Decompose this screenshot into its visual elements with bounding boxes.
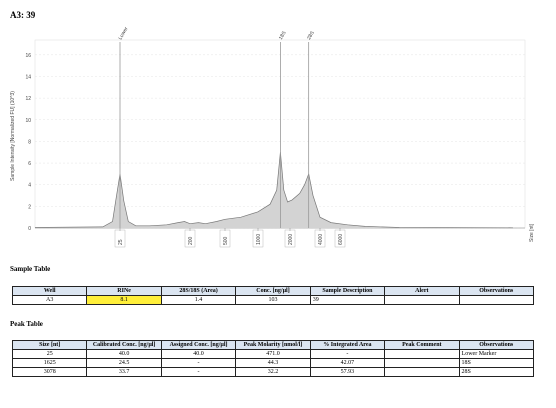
table-cell: 32.2	[235, 367, 311, 377]
table-row: 3078 33.7-32.2 57.93 28S	[11, 367, 535, 377]
column-header: Calibrated Conc. [ng/µl]	[86, 340, 162, 350]
tick-box	[252, 229, 264, 248]
y-tick-label: 6	[28, 161, 31, 167]
x-axis-label: Size [nt]	[529, 223, 535, 242]
table-cell: -	[160, 358, 237, 368]
table-cell: 24.5	[86, 358, 162, 368]
table-cell: 8.1	[86, 295, 162, 305]
table-cell: 1625	[11, 358, 88, 368]
trace-line	[34, 152, 514, 229]
empty-cell	[458, 295, 535, 305]
y-tick-label: 12	[25, 96, 31, 102]
empty-cell	[384, 358, 460, 368]
x-tick-label: 1000	[256, 234, 262, 245]
y-tick-label: 0	[28, 226, 31, 232]
column-header: Alert	[384, 286, 460, 296]
column-header: Peak Comment	[384, 340, 460, 350]
header-row: Well RINe 28S/18S (Area) Conc. [ng/µl] Sampl…	[11, 286, 535, 296]
section-title: Peak Table	[10, 320, 43, 328]
table-cell: 40.0	[160, 349, 237, 359]
column-header: RINe	[86, 286, 162, 296]
x-tick-label: 6000	[338, 234, 344, 245]
section-title: Sample Table	[10, 265, 51, 273]
table-cell: Lower Marker	[458, 349, 535, 359]
tick-box	[284, 229, 296, 248]
table-cell: 40.0	[86, 349, 162, 359]
table-cell: 57.93	[309, 367, 386, 377]
column-header: Observations	[458, 340, 535, 350]
column-header: Observations	[458, 286, 535, 296]
tick-box	[314, 229, 326, 248]
column-header: Size [nt]	[11, 340, 88, 350]
table-cell: 39	[309, 295, 386, 305]
x-tick-label: 200	[188, 236, 194, 245]
tick-box	[184, 229, 196, 248]
table-cell: 3078	[11, 367, 88, 377]
peak-label: 18S	[278, 30, 288, 41]
table-cell: 471.0	[235, 349, 311, 359]
tick-box	[334, 229, 346, 248]
empty-cell	[384, 349, 460, 359]
sample-table: Well RINe 28S/18S (Area) Conc. [ng/µl] Sampl…	[11, 286, 535, 305]
report-title: A3: 39	[10, 10, 36, 20]
x-tick-label: 500	[223, 236, 229, 245]
y-tick-label: 8	[28, 139, 31, 145]
table-cell: 103	[235, 295, 311, 305]
table-cell: 18S	[458, 358, 535, 368]
peak-label: Lower	[118, 26, 130, 41]
table-cell: -	[309, 349, 386, 359]
column-header: % Integrated Area	[309, 340, 386, 350]
x-tick-label: 4000	[318, 234, 324, 245]
table-cell: 25	[11, 349, 88, 359]
tick-box	[114, 229, 126, 248]
trace-area	[34, 152, 514, 228]
peak-table: Size [nt] Calibrated Conc. [ng/µl] Assigne…	[11, 340, 535, 377]
table-cell: 33.7	[86, 367, 162, 377]
electropherogram: 0 2 4 6 8 10 12 14 16 Sample Intensity [Normalize…	[10, 26, 535, 248]
y-tick-label: 10	[25, 118, 31, 124]
y-tick-label: 14	[25, 74, 31, 80]
table-cell: 42.07	[309, 358, 386, 368]
peak-label: 28S	[306, 30, 316, 41]
column-header: Sample Description	[309, 286, 386, 296]
table-row: A3 8.1 1.4 103 39	[11, 295, 535, 305]
y-axis-label: Sample Intensity [Normalized FU] (10^3)	[10, 91, 16, 181]
table-cell: 1.4	[160, 295, 237, 305]
table-cell: -	[160, 367, 237, 377]
empty-cell	[384, 295, 460, 305]
table-cell: A3	[11, 295, 88, 305]
table-cell: 44.3	[235, 358, 311, 368]
x-tick-label: 25	[118, 239, 124, 245]
column-header: Peak Molarity [nmol/l]	[235, 340, 311, 350]
column-header: Assigned Conc. [ng/µl]	[160, 340, 237, 350]
column-header: 28S/18S (Area)	[160, 286, 237, 296]
y-tick-label: 4	[28, 183, 31, 189]
table-row: 1625 24.5-44.3 42.07 18S	[11, 358, 535, 368]
table-cell: 28S	[458, 367, 535, 377]
column-header: Conc. [ng/µl]	[235, 286, 311, 296]
column-header: Well	[11, 286, 88, 296]
table-row: 25 40.0 40.0 471.0- Lower Marker	[11, 349, 535, 359]
tick-box	[219, 229, 231, 248]
empty-cell	[384, 367, 460, 377]
y-tick-label: 2	[28, 204, 31, 210]
y-tick-label: 16	[25, 53, 31, 59]
x-tick-label: 2000	[288, 234, 294, 245]
header-row: Size [nt] Calibrated Conc. [ng/µl] Assigne…	[11, 340, 535, 350]
